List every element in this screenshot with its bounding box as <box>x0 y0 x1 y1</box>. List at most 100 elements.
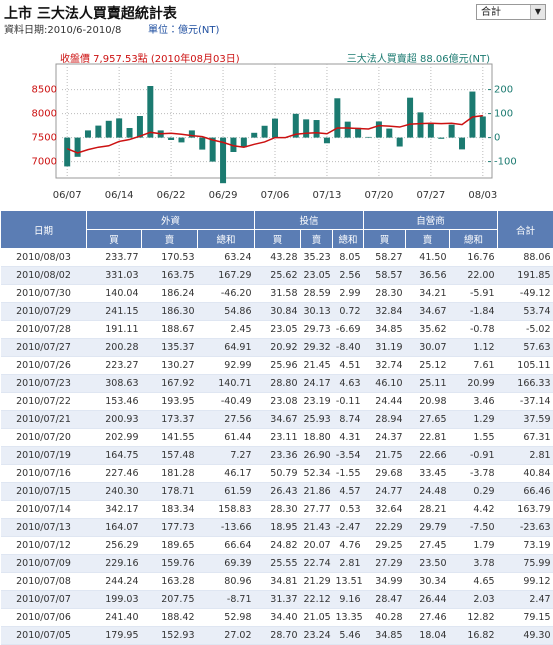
value-cell: 16.76 <box>450 249 498 267</box>
value-cell: 26.90 <box>301 447 333 465</box>
bar <box>168 138 174 140</box>
y-tick-label: 7500 <box>32 133 57 144</box>
value-cell: 34.81 <box>255 573 301 591</box>
value-cell: -0.91 <box>450 447 498 465</box>
value-cell: 193.95 <box>142 393 198 411</box>
date-cell: 2010/07/19 <box>1 447 87 465</box>
dropdown-value: 合計 <box>481 7 501 18</box>
date-cell: 2010/07/12 <box>1 537 87 555</box>
value-cell: 2.56 <box>333 267 364 285</box>
value-cell: 27.02 <box>198 627 255 645</box>
date-cell: 2010/07/09 <box>1 555 87 573</box>
value-cell: 43.28 <box>255 249 301 267</box>
value-cell: 29.73 <box>301 321 333 339</box>
value-cell: 25.12 <box>406 357 450 375</box>
value-cell: -49.12 <box>498 285 553 303</box>
value-cell: 2.99 <box>333 285 364 303</box>
select-dropdown[interactable]: 合計 ▼ <box>476 4 546 20</box>
y-tick-label: 8000 <box>32 109 57 120</box>
column-header: 外資 <box>87 211 255 230</box>
value-cell: 21.86 <box>301 483 333 501</box>
value-cell: 135.37 <box>142 339 198 357</box>
value-cell: 186.30 <box>142 303 198 321</box>
value-cell: 130.27 <box>142 357 198 375</box>
value-cell: 21.43 <box>301 519 333 537</box>
value-cell: 25.62 <box>255 267 301 285</box>
value-cell: 7.27 <box>198 447 255 465</box>
value-cell: 8.05 <box>333 249 364 267</box>
value-cell: 229.16 <box>87 555 142 573</box>
value-cell: 3.46 <box>450 393 498 411</box>
column-subheader: 賣 <box>301 230 333 249</box>
column-header: 投信 <box>255 211 364 230</box>
value-cell: 18.95 <box>255 519 301 537</box>
bar <box>178 138 184 143</box>
value-cell: 1.79 <box>450 537 498 555</box>
value-cell: 105.11 <box>498 357 553 375</box>
column-subheader: 總和 <box>450 230 498 249</box>
value-cell: 28.70 <box>255 627 301 645</box>
value-cell: 0.53 <box>333 501 364 519</box>
bar <box>376 121 382 137</box>
value-cell: -8.71 <box>198 591 255 609</box>
x-tick-label: 07/06 <box>261 190 290 201</box>
value-cell: 27.77 <box>301 501 333 519</box>
value-cell: 308.63 <box>87 375 142 393</box>
value-cell: 31.58 <box>255 285 301 303</box>
value-cell: 153.46 <box>87 393 142 411</box>
x-tick-label: 06/22 <box>157 190 186 201</box>
value-cell: 22.12 <box>301 591 333 609</box>
value-cell: 50.79 <box>255 465 301 483</box>
value-cell: 21.45 <box>301 357 333 375</box>
value-cell: 157.48 <box>142 447 198 465</box>
value-cell: 29.68 <box>364 465 406 483</box>
column-subheader: 總和 <box>198 230 255 249</box>
value-cell: 2.03 <box>450 591 498 609</box>
y-tick-label: 8500 <box>32 85 57 96</box>
bar <box>345 122 351 138</box>
value-cell: 191.11 <box>87 321 142 339</box>
value-cell: 2.81 <box>333 555 364 573</box>
value-cell: 140.71 <box>198 375 255 393</box>
value-cell: 58.27 <box>364 249 406 267</box>
value-cell: 49.30 <box>498 627 553 645</box>
date-cell: 2010/07/05 <box>1 627 87 645</box>
value-cell: 92.99 <box>198 357 255 375</box>
value-cell: 163.79 <box>498 501 553 519</box>
value-cell: 163.28 <box>142 573 198 591</box>
value-cell: 27.56 <box>198 411 255 429</box>
value-cell: 41.50 <box>406 249 450 267</box>
value-cell: 28.59 <box>301 285 333 303</box>
value-cell: 158.83 <box>198 501 255 519</box>
value-cell: 30.07 <box>406 339 450 357</box>
bar <box>407 98 413 138</box>
value-cell: 2.81 <box>498 447 553 465</box>
value-cell: 152.93 <box>142 627 198 645</box>
bar <box>449 125 455 138</box>
value-cell: 34.85 <box>364 321 406 339</box>
value-cell: 13.35 <box>333 609 364 627</box>
value-cell: 23.24 <box>301 627 333 645</box>
value-cell: 244.24 <box>87 573 142 591</box>
value-cell: 79.15 <box>498 609 553 627</box>
value-cell: 52.34 <box>301 465 333 483</box>
value-cell: 240.30 <box>87 483 142 501</box>
bar <box>459 138 465 150</box>
value-cell: 166.33 <box>498 375 553 393</box>
dropdown-arrow[interactable]: ▼ <box>530 5 545 19</box>
value-cell: 21.75 <box>364 447 406 465</box>
value-cell: -1.55 <box>333 465 364 483</box>
value-cell: 183.34 <box>142 501 198 519</box>
value-cell: 22.00 <box>450 267 498 285</box>
column-subheader: 買 <box>364 230 406 249</box>
value-cell: -23.63 <box>498 519 553 537</box>
value-cell: 57.63 <box>498 339 553 357</box>
value-cell: -8.40 <box>333 339 364 357</box>
bar <box>137 116 143 138</box>
value-cell: 66.46 <box>498 483 553 501</box>
value-cell: 23.11 <box>255 429 301 447</box>
